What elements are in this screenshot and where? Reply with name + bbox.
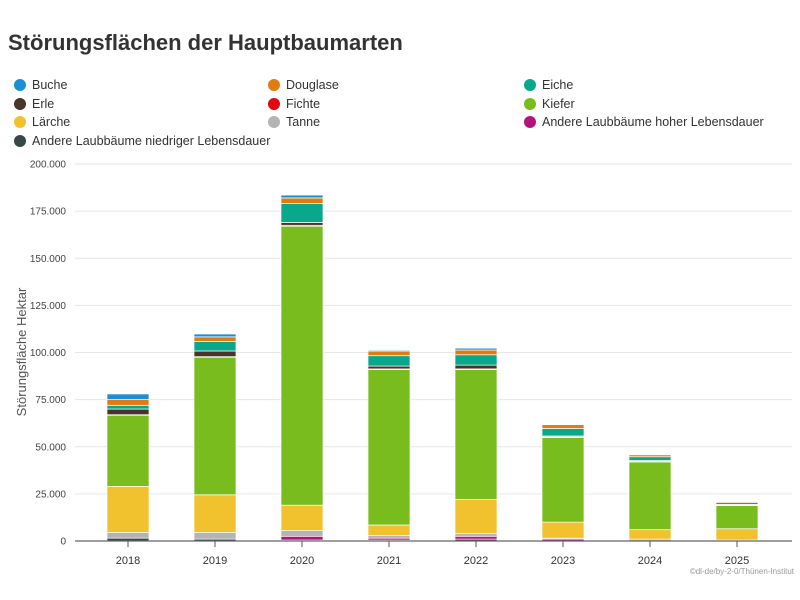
bar-segment bbox=[193, 350, 237, 357]
bar-segment bbox=[628, 461, 672, 531]
bar-segment bbox=[193, 532, 237, 540]
bar-segment bbox=[541, 521, 585, 539]
legend-label: Andere Laubbäume hoher Lebensdauer bbox=[542, 115, 764, 129]
bar-segment bbox=[280, 203, 324, 223]
y-tick-label: 125.000 bbox=[30, 301, 67, 312]
bar-segment bbox=[367, 369, 411, 526]
bar-segment bbox=[367, 365, 411, 370]
x-tick-label: 2018 bbox=[116, 555, 140, 567]
y-tick-label: 25.000 bbox=[35, 489, 66, 500]
y-tick-label: 200.000 bbox=[30, 160, 67, 171]
legend-label: Fichte bbox=[286, 96, 321, 111]
bar-segment bbox=[454, 499, 498, 534]
legend-item[interactable]: Douglase bbox=[268, 78, 339, 92]
legend-label: Lärche bbox=[32, 115, 71, 129]
bar-segment bbox=[106, 415, 150, 487]
bar-segment bbox=[280, 222, 324, 226]
bar-segment bbox=[367, 534, 411, 539]
x-tick-label: 2025 bbox=[725, 555, 749, 567]
bar-segment bbox=[193, 341, 237, 352]
legend-marker-icon bbox=[14, 79, 26, 91]
bar-segment bbox=[367, 350, 411, 357]
bar-segment bbox=[280, 225, 324, 506]
bar-segment bbox=[454, 535, 498, 540]
y-tick-label: 75.000 bbox=[35, 395, 66, 406]
legend-label: Andere Laubbäume niedriger Lebensdauer bbox=[32, 133, 271, 148]
y-tick-label: 100.000 bbox=[30, 348, 67, 359]
legend-marker-icon bbox=[14, 116, 26, 128]
y-tick-label: 175.000 bbox=[30, 207, 67, 218]
legend-label: Buche bbox=[32, 78, 68, 92]
bar-segment bbox=[628, 456, 672, 461]
y-axis-label: Störungsfläche Hektar bbox=[14, 287, 29, 416]
bar-segment bbox=[193, 336, 237, 342]
legend-item[interactable]: Buche bbox=[14, 78, 67, 92]
legend-label: Erle bbox=[32, 96, 55, 111]
bar-segment bbox=[454, 354, 498, 366]
bar-segment bbox=[106, 485, 150, 533]
bar-segment bbox=[628, 454, 672, 458]
bar-segment bbox=[280, 197, 324, 204]
legend-item[interactable]: Erle bbox=[14, 97, 54, 111]
x-tick-label: 2019 bbox=[203, 555, 227, 567]
bar-segment bbox=[541, 436, 585, 523]
bar-segment bbox=[367, 349, 411, 352]
bar-segment bbox=[367, 355, 411, 367]
bar-segment bbox=[280, 504, 324, 531]
bar-segment bbox=[454, 364, 498, 370]
chart-title: Störungsflächen der Hauptbaumarten bbox=[8, 30, 403, 55]
legend-item[interactable]: Fichte bbox=[268, 97, 320, 111]
bar-segment bbox=[106, 393, 150, 400]
bar-segment bbox=[106, 532, 150, 539]
legend-item[interactable]: Lärche bbox=[14, 115, 70, 129]
bar-segment bbox=[106, 408, 150, 416]
bar-segment bbox=[628, 529, 672, 540]
legend-item[interactable]: Andere Laubbäume hoher Lebensdauer bbox=[524, 115, 764, 129]
y-tick-label: 50.000 bbox=[35, 442, 66, 453]
legend-item[interactable]: Tanne bbox=[268, 115, 320, 129]
legend-label: Eiche bbox=[542, 78, 574, 92]
bar-segment bbox=[367, 524, 411, 536]
legend-marker-icon bbox=[524, 116, 536, 128]
legend-marker-icon bbox=[268, 97, 280, 110]
legend-label: Douglase bbox=[286, 78, 339, 92]
bar-segment bbox=[715, 504, 759, 530]
legend-item[interactable]: Kiefer bbox=[524, 97, 575, 111]
bar-segment bbox=[541, 428, 585, 437]
legend-label: Kiefer bbox=[542, 96, 575, 111]
x-tick-label: 2022 bbox=[464, 555, 488, 567]
bar-segment bbox=[454, 369, 498, 500]
x-tick-label: 2020 bbox=[290, 555, 314, 567]
legend-item[interactable]: Andere Laubbäume niedriger Lebensdauer bbox=[14, 134, 270, 148]
legend-marker-icon bbox=[14, 134, 26, 147]
bar-segment bbox=[106, 404, 150, 410]
bar-segment bbox=[454, 347, 498, 351]
legend-label: Tanne bbox=[286, 115, 321, 129]
bar-segment bbox=[193, 333, 237, 338]
legend-marker-icon bbox=[524, 79, 536, 91]
credit: ©dl-de/by-2-0/Thünen-Institut bbox=[689, 567, 794, 576]
x-tick-label: 2021 bbox=[377, 555, 401, 567]
bar-segment bbox=[280, 535, 324, 541]
bar-segment bbox=[715, 528, 759, 541]
legend-item[interactable]: Eiche bbox=[524, 78, 573, 92]
bar-segment bbox=[193, 356, 237, 496]
x-tick-label: 2023 bbox=[551, 555, 575, 567]
bar-segment bbox=[193, 494, 237, 533]
bar-segment bbox=[280, 530, 324, 537]
bar-segment bbox=[454, 533, 498, 537]
x-tick-label: 2024 bbox=[638, 555, 662, 567]
legend-marker-icon bbox=[268, 79, 280, 91]
y-tick-label: 150.000 bbox=[30, 254, 67, 265]
legend-marker-icon bbox=[524, 97, 536, 110]
bar-segment bbox=[715, 501, 759, 503]
legend-marker-icon bbox=[14, 97, 26, 110]
bar-segment bbox=[106, 399, 150, 406]
bar-segment bbox=[454, 349, 498, 356]
y-tick-label: 0 bbox=[60, 537, 66, 548]
legend-marker-icon bbox=[268, 116, 280, 128]
bar-segment bbox=[541, 424, 585, 429]
bar-segment bbox=[280, 194, 324, 199]
